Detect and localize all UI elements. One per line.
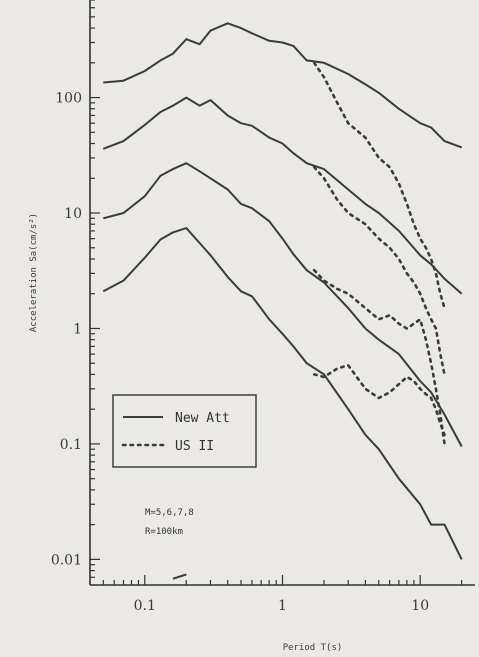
y-tick-label: 100 [55,91,82,107]
solid-series-line-1 [102,227,463,560]
dotted-series-line-6 [312,165,446,376]
annotation-text: R=100km [145,527,183,537]
y-tick-label: 0.01 [51,552,82,568]
legend-label: New Att [175,411,230,426]
dotted-series-line-7 [312,268,446,446]
y-axis-title: Acceleration Sa(cm/s²) [29,213,39,332]
x-axis-title: Period T(s) [283,643,343,653]
x-tick-label: 1 [278,598,287,614]
x-tick-label: 10 [411,598,429,614]
legend-label: US II [175,439,214,454]
solid-series-line-3 [102,96,463,295]
y-tick-label: 10 [64,206,82,222]
dotted-series-line-8 [312,364,446,437]
legend-box [112,394,257,468]
annotation-text: M=5,6,7,8 [145,508,194,518]
x-tick-label: 0.1 [134,598,156,614]
dotted-series-line-5 [312,61,446,310]
solid-series-line-4 [103,22,463,149]
y-tick-label: 0.1 [60,437,82,453]
solid-series-line-0 [172,573,187,580]
y-tick-label: 1 [73,321,82,337]
solid-series-line-2 [103,162,463,447]
